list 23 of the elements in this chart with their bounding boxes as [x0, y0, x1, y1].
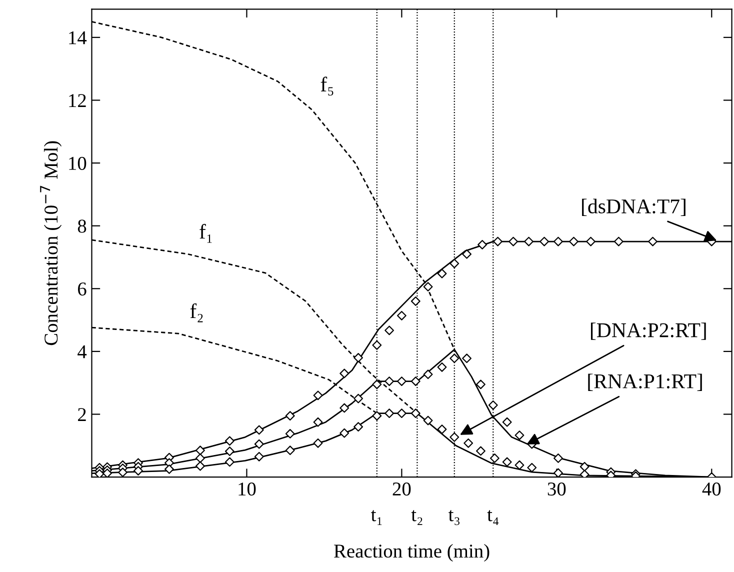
x-tick-label: 40	[702, 482, 721, 496]
x-axis-title: Reaction time (min)	[334, 544, 490, 562]
y-tick-label: 8	[78, 220, 86, 233]
ref-line-label: t₄	[487, 510, 499, 526]
y-tick-label: 2	[78, 408, 86, 421]
y-tick-label: 6	[78, 282, 86, 296]
annotation: [dsDNA:T7]	[582, 198, 686, 216]
y-tick-label: 10	[69, 156, 86, 170]
y-tick-label: 12	[69, 94, 86, 107]
ref-line-label: t₂	[411, 510, 422, 526]
ref-line-label: t₁	[371, 510, 382, 525]
x-tick-label: 30	[548, 482, 566, 496]
y-axis-title: Concentration (10$^{−7}$ Mol)	[40, 141, 62, 346]
x-tick-label: 10	[238, 482, 256, 496]
annotation: f₅	[320, 76, 334, 96]
y-tick-label: 4	[78, 345, 87, 358]
annotation: [RNA:P1:RT]	[588, 374, 702, 391]
annotation: [DNA:P2:RT]	[590, 322, 706, 340]
ref-line-label: t₃	[448, 510, 460, 526]
x-tick-label: 20	[392, 482, 411, 496]
annotation: f₂	[190, 303, 203, 322]
y-tick-label: 14	[69, 31, 87, 44]
annotation: f₁	[200, 224, 212, 243]
